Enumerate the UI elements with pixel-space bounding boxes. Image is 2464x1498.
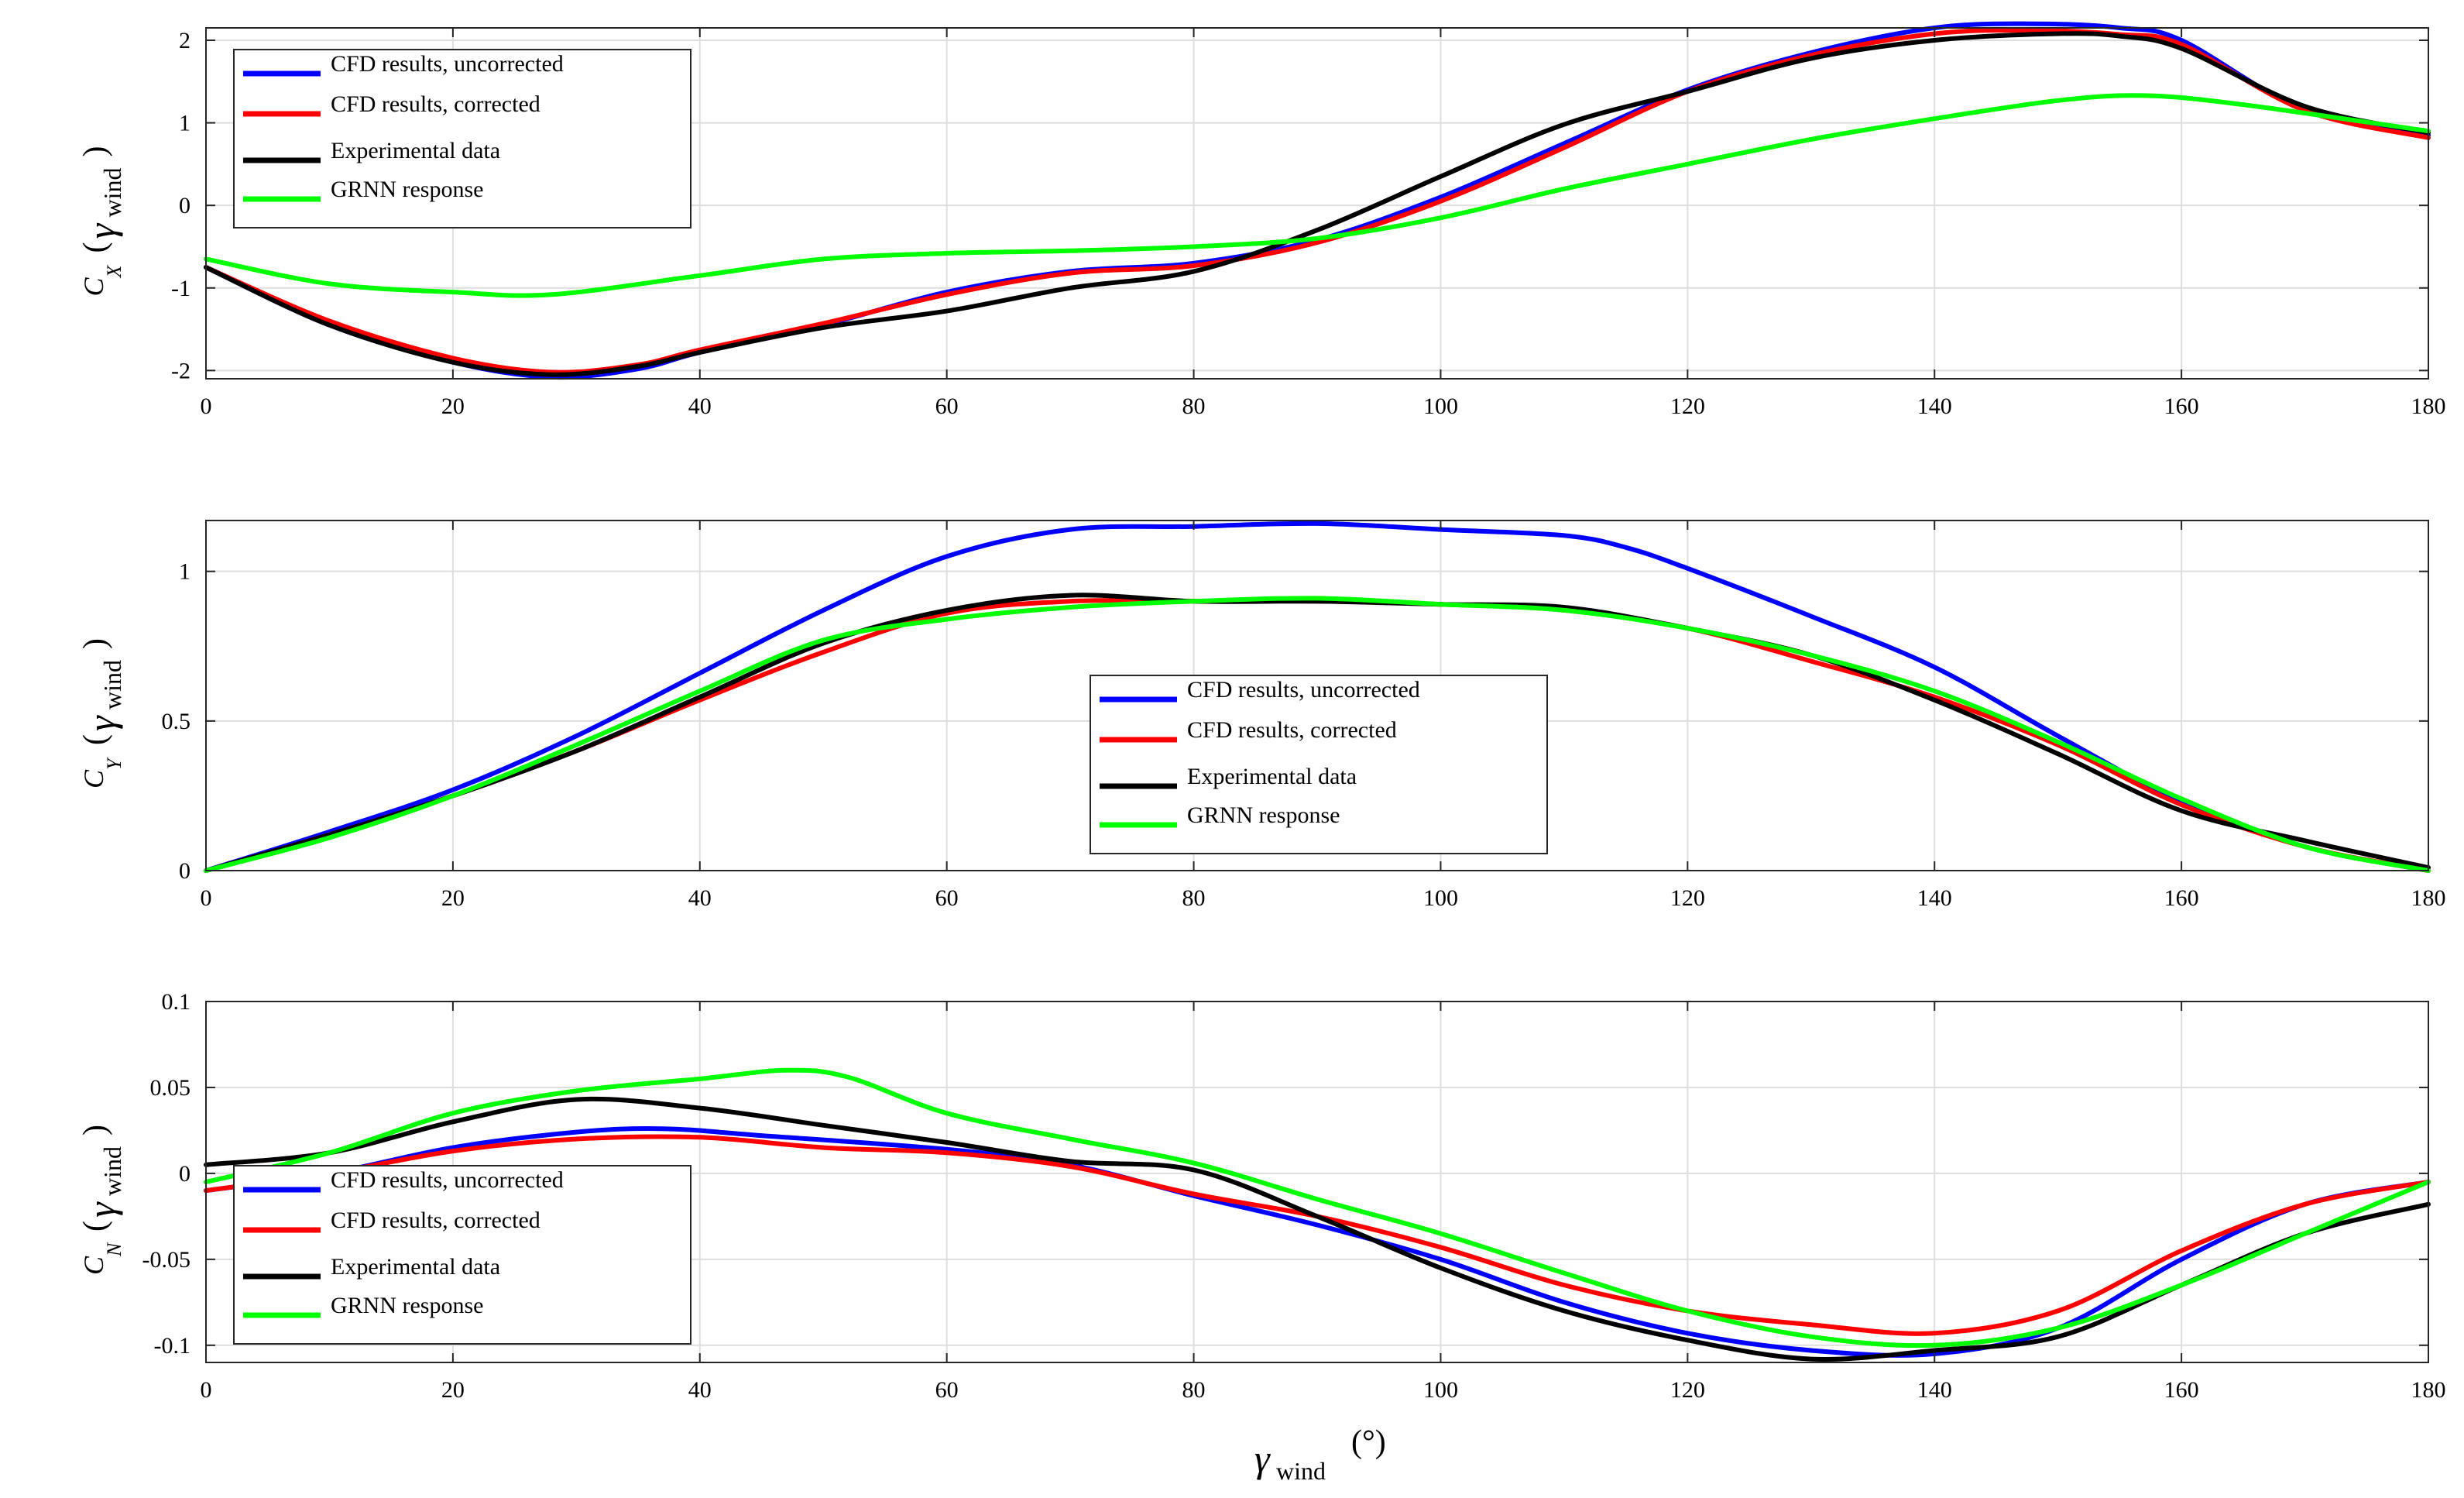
- x-tick-label: 100: [1423, 1377, 1458, 1403]
- y-tick-label: 0: [179, 193, 190, 218]
- series-line-black: [204, 31, 2431, 377]
- legend: CFD results, uncorrected CFD results, cor…: [233, 49, 691, 228]
- legend-label: CFD results, uncorrected: [331, 51, 564, 77]
- series-line-green: [204, 93, 2431, 298]
- y-tick-label: 0.5: [162, 709, 191, 734]
- x-tick-label: 140: [1917, 1377, 1952, 1403]
- x-tick-label: 100: [1423, 393, 1458, 419]
- y-label-symbol: C: [78, 769, 109, 789]
- plot-cx: 0 20 40 60 80 100 120 140 160 180 -2 -1 0 1 2 CX ( γ wind)…: [77, 21, 2446, 419]
- x-tick-label: 160: [2164, 393, 2199, 419]
- legend-label: Experimental data: [1187, 764, 1357, 789]
- y-label-symbol: C: [78, 1256, 109, 1275]
- x-tick-label: 60: [935, 1377, 959, 1403]
- series-line-black: [204, 1096, 2431, 1362]
- plot-cy: 0 20 40 60 80 100 120 140 160 180 0 0.5 1 CY ( γ wind) CF…: [77, 520, 2446, 911]
- x-tick-label: 0: [201, 885, 212, 911]
- x-tick-label: 120: [1670, 393, 1705, 419]
- y-label-subscript: Y: [103, 757, 125, 770]
- x-tick-label: 140: [1917, 393, 1952, 419]
- y-tick-label: 0.05: [150, 1075, 191, 1101]
- x-tick-label: 40: [688, 393, 712, 419]
- y-label-gamma: γ: [80, 223, 123, 239]
- x-tick-label: 60: [935, 885, 959, 911]
- legend-label: Experimental data: [331, 1254, 500, 1280]
- axes-frame: [205, 1001, 2429, 1363]
- y-tick-label: 2: [179, 28, 190, 53]
- x-tick-label: 40: [688, 885, 712, 911]
- axes-frame: [205, 520, 2429, 871]
- legend-label: CFD results, corrected: [1187, 717, 1397, 743]
- y-axis-label: CY ( γ wind): [77, 638, 126, 789]
- series-line-blue: [204, 521, 2431, 873]
- y-tick-label: 1: [179, 111, 190, 136]
- legend: CFD results, uncorrected CFD results, cor…: [233, 1165, 691, 1345]
- y-tick-label: 1: [179, 559, 190, 585]
- x-tick-label: 20: [441, 885, 465, 911]
- y-tick-label: -0.1: [154, 1333, 191, 1359]
- x-tick-label: 120: [1670, 885, 1705, 911]
- legend-label: Experimental data: [331, 138, 500, 163]
- x-label-gamma: γ: [1254, 1437, 1271, 1480]
- x-tick-label: 0: [201, 1377, 212, 1403]
- y-label-open-paren: (: [77, 1221, 113, 1232]
- y-label-wind: wind: [98, 660, 126, 709]
- x-label-unit: (°): [1351, 1424, 1386, 1460]
- legend-label: CFD results, corrected: [331, 91, 541, 117]
- series-line-green: [204, 1067, 2431, 1349]
- legend-label: GRNN response: [1187, 802, 1340, 828]
- y-axis-label: CX ( γ wind): [77, 146, 126, 297]
- y-tick-label: -1: [171, 276, 190, 301]
- y-tick-label: 0: [179, 1161, 190, 1187]
- y-label-open-paren: (: [77, 734, 113, 745]
- legend-label: CFD results, uncorrected: [1187, 677, 1420, 703]
- x-axis-label: γ wind (°): [1254, 1424, 1386, 1485]
- x-tick-label: 160: [2164, 885, 2199, 911]
- legend-label: CFD results, uncorrected: [331, 1167, 564, 1193]
- y-tick-label: 0.1: [162, 989, 191, 1015]
- y-label-wind: wind: [98, 1146, 126, 1196]
- legend-label: GRNN response: [331, 1293, 483, 1318]
- y-label-open-paren: (: [77, 242, 113, 253]
- x-tick-label: 180: [2411, 885, 2446, 911]
- plot-cn: 0 20 40 60 80 100 120 140 160 180 -0.1 -0.05 0 0.05 0.…: [77, 989, 2446, 1485]
- legend-label: GRNN response: [331, 177, 483, 202]
- x-tick-label: 60: [935, 393, 959, 419]
- x-tick-label: 140: [1917, 885, 1952, 911]
- y-label-subscript: N: [103, 1242, 125, 1257]
- y-axis-label: CN ( γ wind): [77, 1125, 126, 1275]
- x-tick-label: 40: [688, 1377, 712, 1403]
- x-tick-label: 160: [2164, 1377, 2199, 1403]
- legend: CFD results, uncorrected CFD results, cor…: [1090, 675, 1548, 854]
- y-label-wind: wind: [98, 168, 126, 218]
- y-tick-label: 0: [179, 858, 190, 884]
- y-label-gamma: γ: [80, 715, 123, 731]
- x-tick-label: 0: [201, 393, 212, 419]
- x-tick-label: 180: [2411, 1377, 2446, 1403]
- x-tick-label: 20: [441, 393, 465, 419]
- y-label-close-paren: ): [77, 1125, 113, 1136]
- y-tick-label: -2: [171, 358, 190, 383]
- series-line-black: [204, 593, 2431, 873]
- y-label-symbol: C: [78, 277, 109, 297]
- y-label-close-paren: ): [77, 146, 113, 157]
- y-label-close-paren: ): [77, 638, 113, 649]
- y-tick-label: -0.05: [142, 1247, 191, 1273]
- x-tick-label: 120: [1670, 1377, 1705, 1403]
- x-tick-label: 100: [1423, 885, 1458, 911]
- x-tick-label: 80: [1182, 1377, 1206, 1403]
- x-tick-label: 80: [1182, 885, 1206, 911]
- y-label-subscript: X: [103, 265, 125, 279]
- x-tick-label: 180: [2411, 393, 2446, 419]
- y-label-gamma: γ: [80, 1201, 123, 1218]
- x-tick-label: 20: [441, 1377, 465, 1403]
- x-label-wind: wind: [1276, 1457, 1326, 1485]
- series-line-green: [204, 596, 2431, 873]
- axes-frame: [205, 27, 2429, 380]
- legend-label: CFD results, corrected: [331, 1208, 541, 1233]
- x-tick-label: 80: [1182, 393, 1206, 419]
